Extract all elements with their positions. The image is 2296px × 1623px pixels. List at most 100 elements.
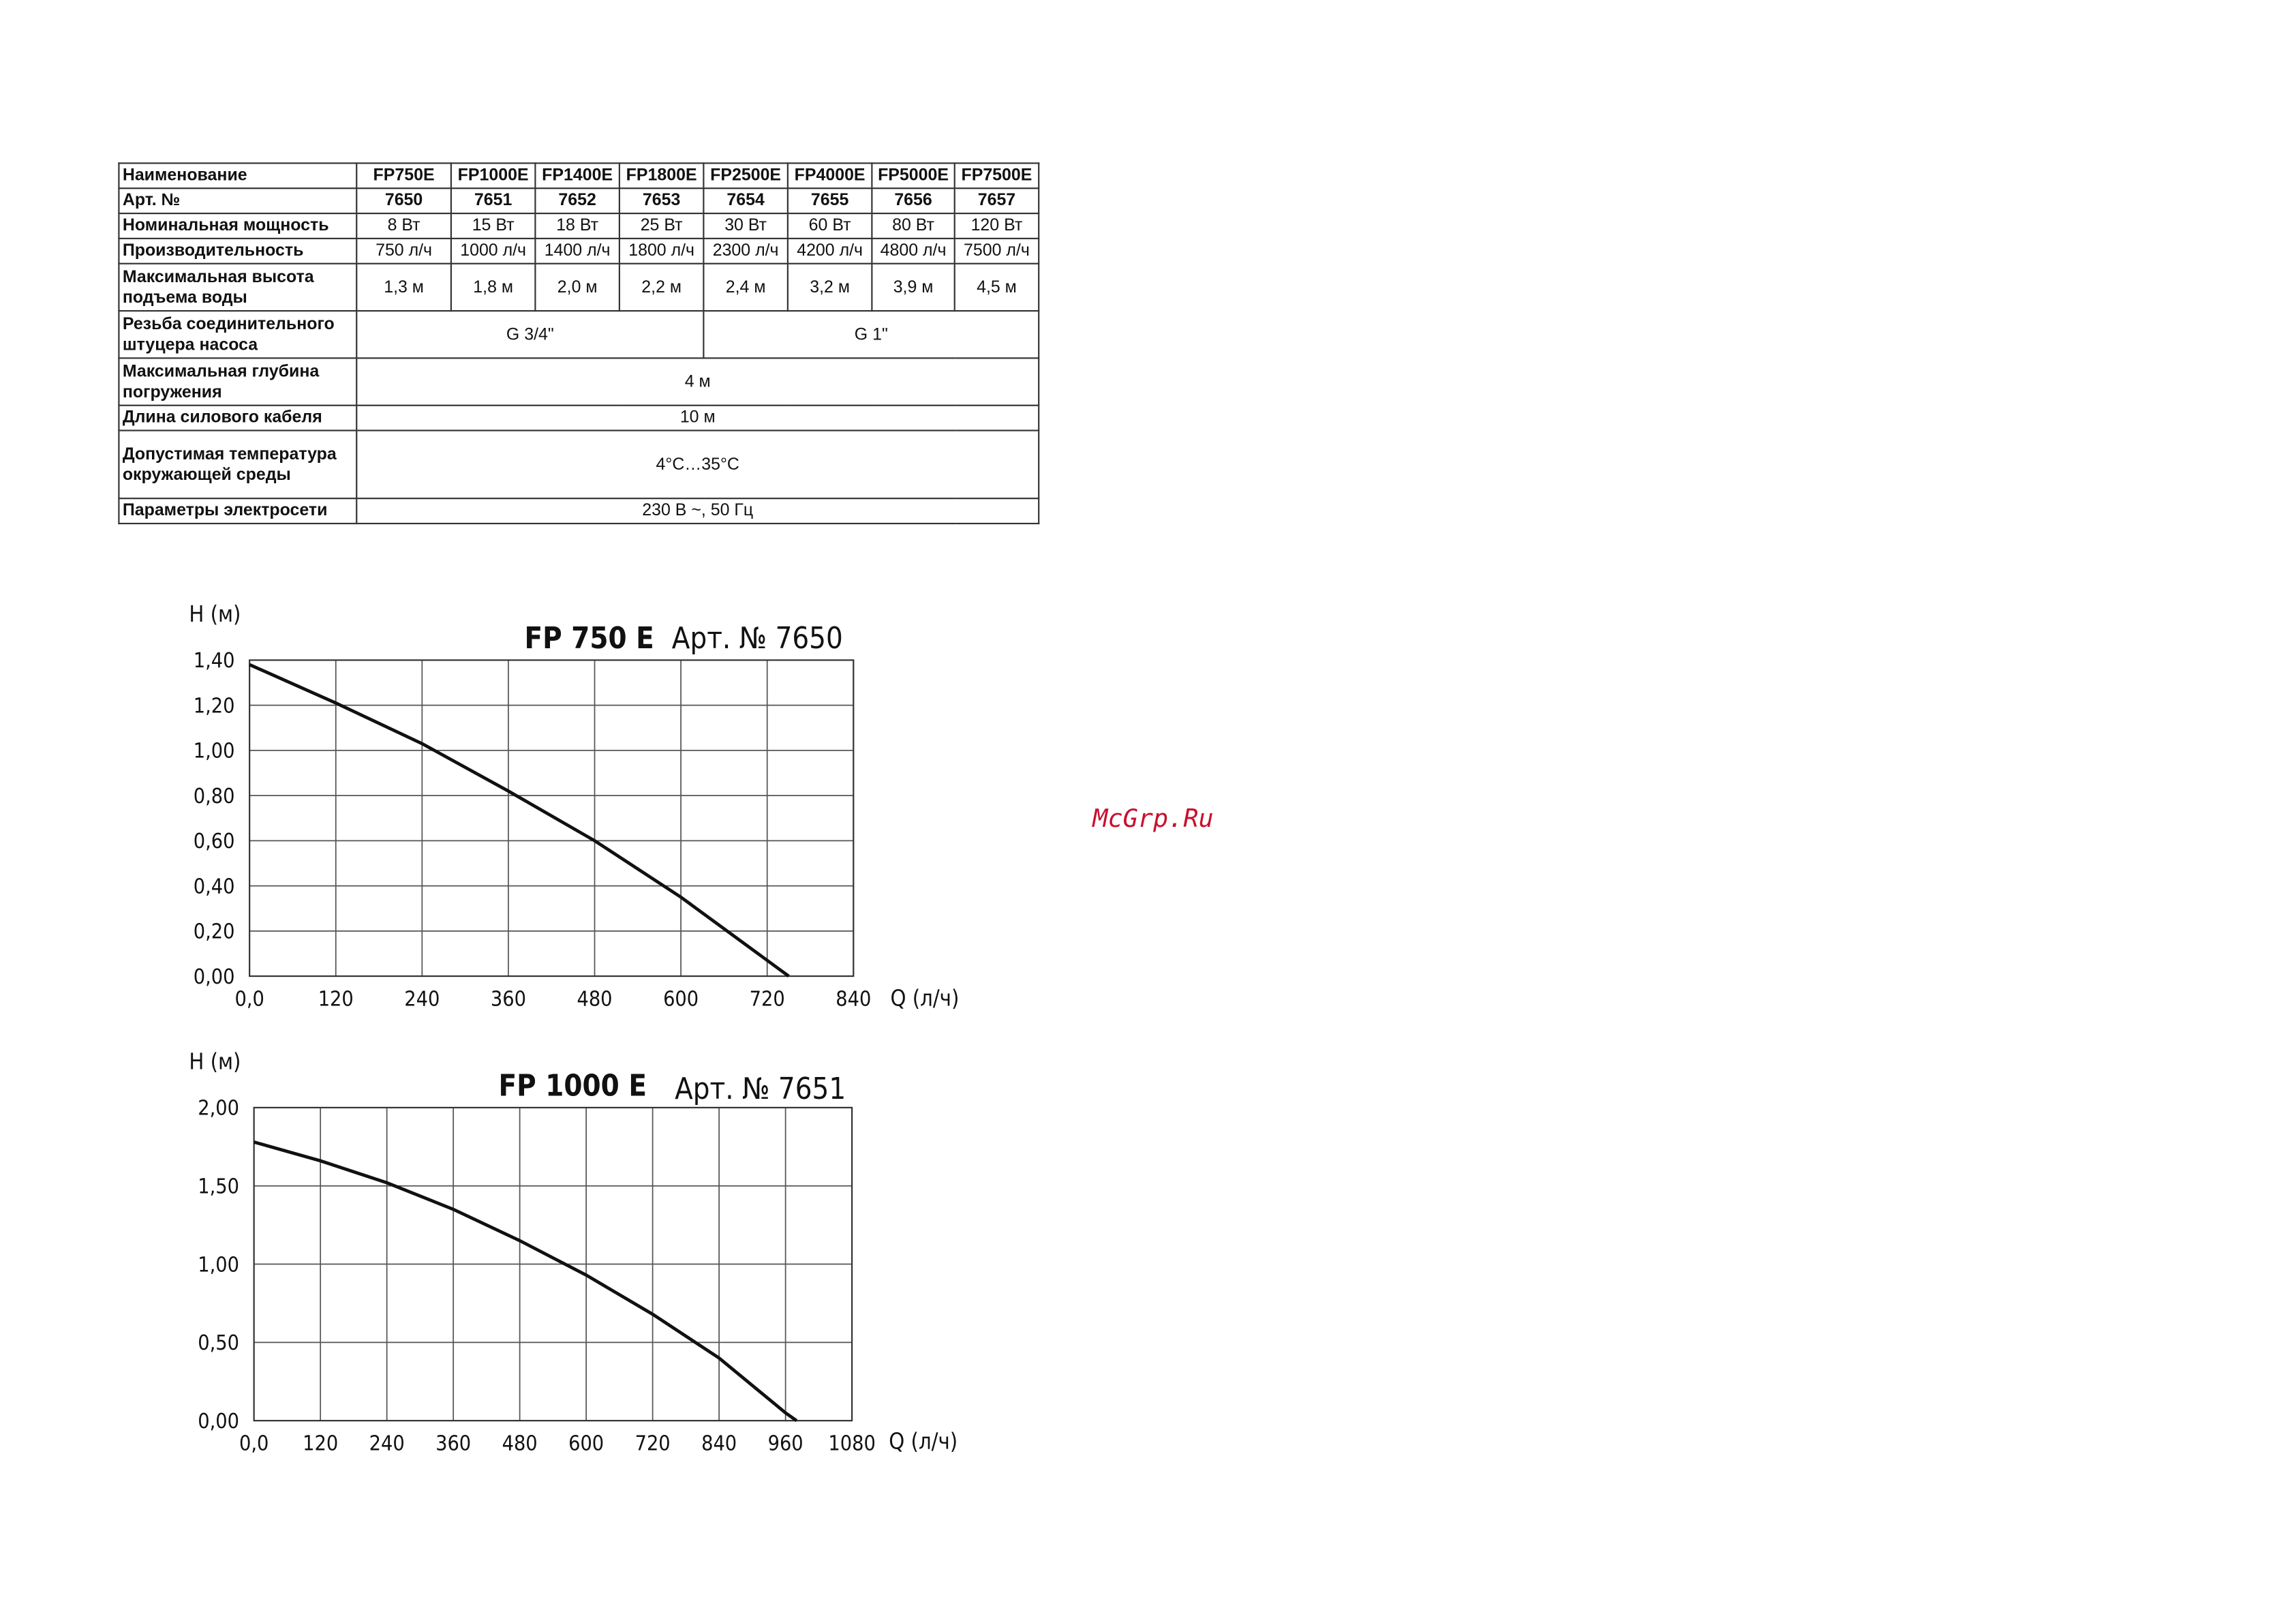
chart-title: FP 1000 E: [499, 1070, 647, 1104]
table-cell: 750 л/ч: [356, 237, 452, 264]
table-cell: 7654: [703, 187, 789, 215]
x-tick-label: 360: [435, 1432, 471, 1456]
table-cell: Производительность: [118, 237, 358, 264]
table-cell: 1,8 м: [450, 262, 536, 312]
watermark: McGrp.Ru: [1092, 804, 1214, 835]
y-tick-label: 2,00: [198, 1097, 239, 1121]
table-cell: 7656: [871, 187, 955, 215]
y-tick-label: 1,50: [198, 1175, 239, 1199]
y-axis-label: H (м): [189, 601, 241, 627]
table-row: Наименование FP750E FP1000E FP1400E FP1800E F…: [118, 162, 1040, 189]
table-row: Производительность 750 л/ч 1000 л/ч 1400 л/…: [118, 237, 1040, 264]
x-tick-label: 480: [502, 1432, 538, 1456]
table-cell: Максимальная глубина погружения: [118, 357, 358, 406]
table-cell: G 1": [703, 309, 1040, 359]
table-cell: 4°C…35°C: [356, 429, 1040, 500]
table-cell: Наименование: [118, 162, 358, 189]
table-cell: FP750E: [356, 162, 452, 189]
curve: [249, 663, 790, 977]
table-cell: 7650: [356, 187, 452, 215]
y-tick-label: 0,50: [198, 1331, 239, 1355]
table-cell: 230 В ~, 50 Гц: [356, 498, 1040, 525]
table-cell: Максимальная высота подъема воды: [118, 262, 358, 312]
table-row: Арт. № 7650 7651 7652 7653 7654 7655 7656 7657: [118, 187, 1040, 215]
y-axis-label: H (м): [189, 1049, 241, 1075]
table-cell: Длина силового кабеля: [118, 404, 358, 431]
table-cell: Резьба соединительного штуцера насоса: [118, 309, 358, 359]
spec-table: Наименование FP750E FP1000E FP1400E FP1800E F…: [118, 162, 1040, 525]
x-axis-label: Q (л/ч): [889, 1428, 958, 1454]
x-tick-label: 480: [577, 987, 612, 1011]
table-cell: Допустимая температура окружающей среды: [118, 429, 358, 500]
table-cell: FP1800E: [618, 162, 705, 189]
y-tick-label: 1,20: [194, 694, 235, 718]
table-cell: 2,4 м: [703, 262, 789, 312]
x-tick-label: 840: [701, 1432, 737, 1456]
table-row: Максимальная высота подъема воды 1,3 м 1,8…: [118, 262, 1040, 312]
table-cell: FP7500E: [953, 162, 1040, 189]
table-cell: 10 м: [356, 404, 1040, 431]
x-tick-label: 600: [568, 1432, 604, 1456]
table-cell: 1800 л/ч: [618, 237, 705, 264]
table-cell: FP1400E: [534, 162, 620, 189]
table-row: Резьба соединительного штуцера насоса G 3…: [118, 309, 1040, 359]
table-cell: G 3/4": [356, 309, 705, 359]
table-cell: 1,3 м: [356, 262, 452, 312]
x-tick-label: 840: [836, 987, 871, 1011]
table-cell: 7651: [450, 187, 536, 215]
x-tick-label: 0,0: [234, 987, 264, 1011]
y-tick-label: 0,80: [194, 785, 235, 808]
table-cell: Параметры электросети: [118, 498, 358, 525]
x-tick-label: 720: [635, 1432, 671, 1456]
table-cell: 4800 л/ч: [871, 237, 955, 264]
table-cell: FP2500E: [703, 162, 789, 189]
table-row: Параметры электросети 230 В ~, 50 Гц: [118, 498, 1040, 525]
table-cell: 4 м: [356, 357, 1040, 406]
table-cell: 60 Вт: [786, 212, 873, 239]
y-tick-label: 1,00: [194, 740, 235, 763]
x-tick-label: 120: [303, 1432, 338, 1456]
x-tick-label: 360: [491, 987, 526, 1011]
chart-title: FP 750 E: [524, 622, 654, 656]
y-tick-label: 1,00: [198, 1253, 239, 1277]
table-cell: 80 Вт: [871, 212, 955, 239]
curve: [254, 1140, 798, 1423]
x-tick-label: 240: [404, 987, 440, 1011]
table-row: Максимальная глубина погружения 4 м: [118, 357, 1040, 406]
table-cell: 30 Вт: [703, 212, 789, 239]
y-tick-label: 0,60: [194, 830, 235, 853]
table-cell: 2300 л/ч: [703, 237, 789, 264]
table-cell: 8 Вт: [356, 212, 452, 239]
table-row: Допустимая температура окружающей среды 4…: [118, 429, 1040, 500]
x-tick-label: 960: [768, 1432, 803, 1456]
plot-frame: [249, 659, 855, 977]
table-cell: 7653: [618, 187, 705, 215]
y-tick-label: 0,00: [194, 965, 235, 989]
table-cell: 120 Вт: [953, 212, 1040, 239]
table-cell: 2,2 м: [618, 262, 705, 312]
table-cell: 7657: [953, 187, 1040, 215]
table-cell: FP4000E: [786, 162, 873, 189]
table-cell: 3,9 м: [871, 262, 955, 312]
table-cell: FP1000E: [450, 162, 536, 189]
table-cell: 2,0 м: [534, 262, 620, 312]
x-tick-label: 0,0: [239, 1432, 269, 1456]
x-tick-label: 120: [318, 987, 354, 1011]
x-tick-label: 240: [369, 1432, 405, 1456]
table-cell: 15 Вт: [450, 212, 536, 239]
table-cell: 1400 л/ч: [534, 237, 620, 264]
x-tick-label: 720: [750, 987, 785, 1011]
x-tick-label: 1080: [828, 1432, 875, 1456]
y-tick-label: 1,40: [194, 649, 235, 673]
table-cell: 7500 л/ч: [953, 237, 1040, 264]
table-cell: 4200 л/ч: [786, 237, 873, 264]
table-cell: 3,2 м: [786, 262, 873, 312]
table-row: Номинальная мощность 8 Вт 15 Вт 18 Вт 25 Вт 3…: [118, 212, 1040, 239]
table-cell: 1000 л/ч: [450, 237, 536, 264]
table-cell: 7652: [534, 187, 620, 215]
table-cell: 25 Вт: [618, 212, 705, 239]
table-cell: 18 Вт: [534, 212, 620, 239]
chart-subtitle: Арт. № 7651: [675, 1072, 846, 1106]
